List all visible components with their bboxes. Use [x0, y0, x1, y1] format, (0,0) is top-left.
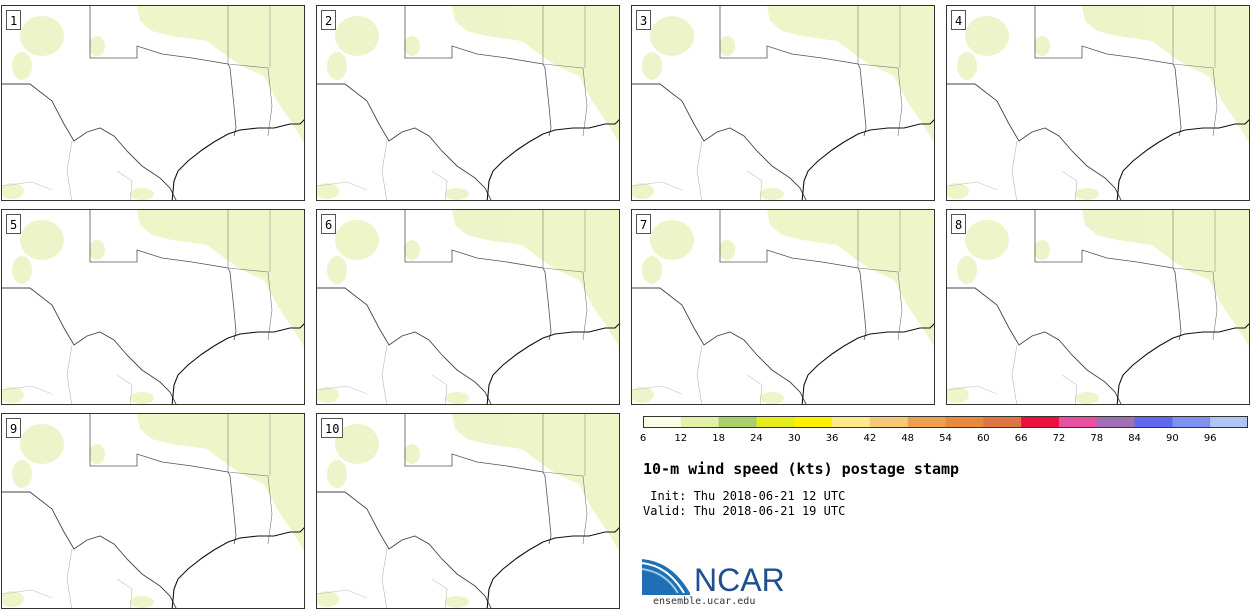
member-panel: 5 [1, 209, 305, 405]
colorbar-segment [794, 416, 833, 428]
colorbar-segment [643, 416, 682, 428]
member-number: 9 [6, 418, 22, 438]
colorbar-tick-label: 60 [976, 433, 990, 444]
member-panel: 1 [1, 5, 305, 201]
colorbar-labels: 6 12 18 24 30 36 42 48 54 60 66 72 78 84 90 96 [639, 433, 1260, 447]
map [947, 210, 1249, 404]
map [632, 6, 934, 200]
colorbar-tick-label: 72 [1052, 433, 1066, 444]
colorbar-segment [1058, 416, 1098, 428]
member-number: 7 [636, 214, 652, 234]
colorbar-tick-label: 66 [1014, 433, 1028, 444]
member-panel: 7 [631, 209, 935, 405]
colorbar-segment [680, 416, 720, 428]
colorbar-tick-label: 42 [863, 433, 877, 444]
colorbar-segment [945, 416, 984, 428]
member-panel: 8 [946, 209, 1250, 405]
init-time: Init: Thu 2018-06-21 12 UTC [643, 489, 846, 503]
colorbar-tick-label: 84 [1128, 433, 1141, 444]
member-panel: 2 [316, 5, 620, 201]
colorbar-segment [983, 416, 1022, 428]
colorbar-tick-label: 36 [825, 433, 839, 444]
colorbar-segment [1021, 416, 1060, 428]
map [2, 414, 304, 608]
colorbar-tick-label: 12 [674, 433, 688, 444]
figure-title: 10-m wind speed (kts) postage stamp [643, 460, 960, 478]
map [2, 210, 304, 404]
member-panel: 6 [316, 209, 620, 405]
colorbar-segment [718, 416, 757, 428]
colorbar [643, 416, 1248, 428]
map [317, 414, 619, 608]
colorbar-segment [907, 416, 946, 428]
map [947, 6, 1249, 200]
colorbar-tick-label: 90 [1166, 433, 1179, 444]
member-number: 2 [321, 10, 337, 30]
colorbar-segment [1134, 416, 1173, 428]
colorbar-segment [1172, 416, 1211, 428]
member-number: 4 [951, 10, 967, 30]
member-number: 8 [951, 214, 967, 234]
colorbar-outline [643, 416, 1248, 428]
colorbar-tick-label: 48 [901, 433, 915, 444]
colorbar-segment [1210, 416, 1248, 428]
colorbar-segment [756, 416, 795, 428]
colorbar-tick-label: 30 [787, 433, 801, 444]
member-panel: 10 [316, 413, 620, 609]
colorbar-tick-label: 54 [939, 433, 952, 444]
colorbar-segment [869, 416, 909, 428]
member-number: 1 [6, 10, 22, 30]
map [632, 210, 934, 404]
website-url: ensemble.ucar.edu [653, 596, 756, 607]
member-number: 6 [321, 214, 337, 234]
member-number: 10 [321, 418, 344, 438]
member-panel: 4 [946, 5, 1250, 201]
logo-text: NCAR [694, 562, 785, 595]
colorbar-segment [832, 416, 871, 428]
colorbar-tick-label: 96 [1203, 433, 1217, 444]
member-panel: 9 [1, 413, 305, 609]
member-panel: 3 [631, 5, 935, 201]
map [317, 6, 619, 200]
colorbar-tick-label: 18 [712, 433, 725, 444]
ncar-logo: NCAR [642, 559, 785, 595]
valid-time: Valid: Thu 2018-06-21 19 UTC [643, 504, 846, 518]
colorbar-tick-label: 6 [639, 433, 647, 444]
map [2, 6, 304, 200]
colorbar-tick-label: 24 [750, 433, 763, 444]
member-number: 5 [6, 214, 22, 234]
member-number: 3 [636, 10, 652, 30]
colorbar-segment [1096, 416, 1136, 428]
map [317, 210, 619, 404]
colorbar-tick-label: 78 [1090, 433, 1104, 444]
